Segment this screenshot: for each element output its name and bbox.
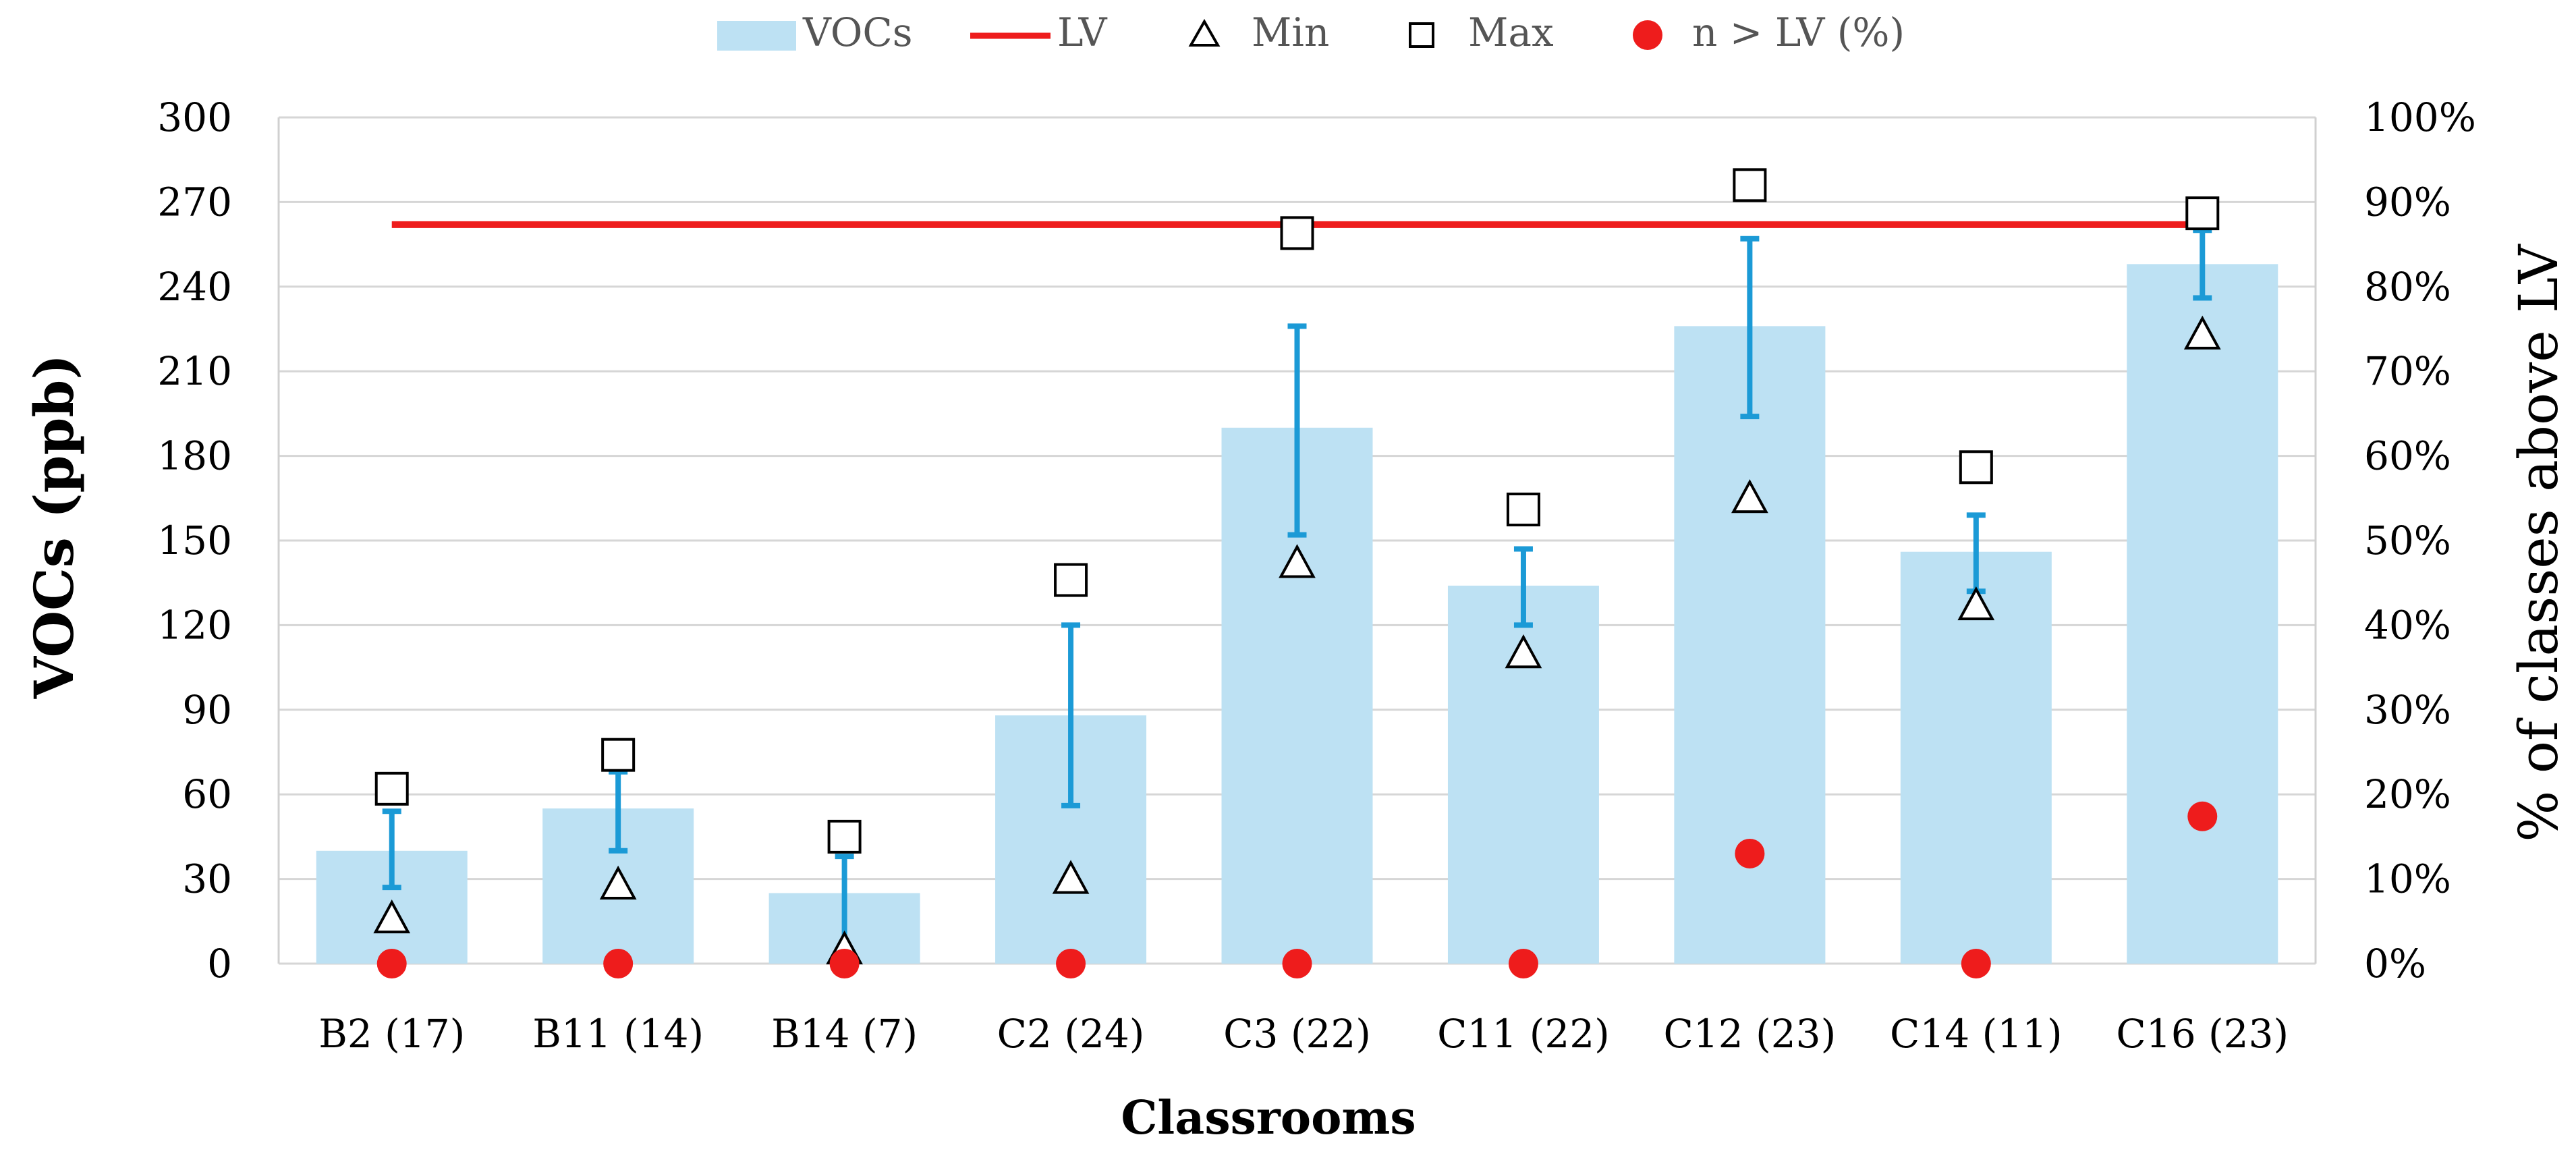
- y2-tick-label: 60%: [2364, 433, 2451, 479]
- y2-tick-label: 20%: [2364, 771, 2451, 817]
- y-axis-title: VOCs (ppb): [22, 354, 86, 699]
- min-marker: [599, 865, 637, 900]
- y-axis-left-ticks: 0 30 60 90 120 150 180 210 240 270 300: [157, 94, 232, 987]
- error-bars: [382, 227, 2212, 958]
- max-marker: [1280, 216, 1314, 250]
- legend-max-label: Max: [1468, 9, 1554, 55]
- min-marker: [1279, 544, 1316, 578]
- x-axis-title: Classrooms: [1121, 1091, 1416, 1145]
- max-marker: [601, 738, 636, 772]
- y2-tick-label: 100%: [2364, 94, 2476, 140]
- y2-tick-label: 50%: [2364, 518, 2451, 563]
- y2-tick-label: 40%: [2364, 602, 2451, 648]
- max-marker: [827, 819, 862, 854]
- y2-tick-label: 80%: [2364, 264, 2451, 310]
- n-above-lv-marker: [1056, 949, 1086, 978]
- legend-max-marker: [1409, 22, 1434, 48]
- min-marker: [1731, 479, 1768, 514]
- x-tick-label: C16 (23): [2116, 1011, 2289, 1057]
- y-tick-label: 270: [157, 179, 232, 225]
- min-marker: [2183, 315, 2221, 350]
- x-tick-label: C2 (24): [997, 1011, 1145, 1057]
- y2-tick-label: 70%: [2364, 348, 2451, 394]
- n-above-lv-marker: [1735, 838, 1765, 868]
- legend-vocs-label: VOCs: [802, 9, 913, 55]
- n-above-lv-marker: [603, 949, 634, 978]
- min-marker: [373, 899, 411, 934]
- y-tick-label: 180: [157, 433, 232, 479]
- max-marker: [374, 771, 409, 806]
- n-above-lv-marker: [829, 949, 860, 978]
- y2-tick-label: 90%: [2364, 179, 2451, 225]
- legend-nlv-label: n > LV (%): [1692, 9, 1905, 55]
- bar: [2127, 264, 2278, 964]
- n-above-lv-marker: [1282, 949, 1312, 978]
- legend-nlv-marker: [1633, 20, 1662, 50]
- max-marker: [2185, 196, 2220, 231]
- n-above-lv-marker: [376, 949, 407, 978]
- x-tick-label: C3 (22): [1223, 1011, 1371, 1057]
- x-tick-label: B14 (7): [771, 1011, 918, 1057]
- max-marker: [1959, 450, 1993, 485]
- x-tick-label: C11 (22): [1437, 1011, 1610, 1057]
- x-tick-label: C14 (11): [1890, 1011, 2063, 1057]
- max-marker: [1506, 493, 1540, 527]
- y-tick-label: 120: [157, 602, 232, 648]
- max-marker: [1733, 168, 1767, 202]
- y2-tick-label: 30%: [2364, 687, 2451, 733]
- x-tick-label: B11 (14): [532, 1011, 704, 1057]
- legend-lv-label: LV: [1057, 9, 1108, 55]
- y-tick-label: 210: [157, 348, 232, 394]
- n-above-lv-marker: [1508, 949, 1538, 978]
- y-tick-label: 150: [157, 518, 232, 563]
- y-tick-label: 60: [182, 771, 232, 817]
- y2-tick-label: 10%: [2364, 856, 2451, 902]
- min-marker: [1957, 586, 1995, 621]
- max-marker: [1054, 563, 1088, 597]
- legend-vocs-swatch: [717, 21, 796, 51]
- bar: [1900, 551, 2052, 964]
- y-tick-label: 30: [182, 856, 232, 902]
- x-axis-ticks: B2 (17) B11 (14) B14 (7) C2 (24) C3 (22) C11 …: [318, 1011, 2289, 1057]
- legend: VOCs LV Min Max n > LV (%): [717, 9, 1905, 55]
- y-tick-label: 0: [207, 941, 232, 987]
- x-tick-label: B2 (17): [318, 1011, 465, 1057]
- y2-axis-title: % of classes above LV: [2507, 244, 2570, 841]
- y-tick-label: 90: [182, 687, 232, 733]
- x-tick-label: C12 (23): [1664, 1011, 1837, 1057]
- n-above-lv-marker: [2187, 801, 2218, 831]
- min-marker: [1505, 634, 1542, 669]
- y-axis-right-ticks: 0% 10% 20% 30% 40% 50% 60% 70% 80% 90% 100%: [2364, 94, 2476, 987]
- y-tick-label: 240: [157, 264, 232, 310]
- legend-min-label: Min: [1252, 9, 1329, 55]
- n-above-lv-marker: [1961, 949, 1991, 978]
- markers: [373, 168, 2221, 978]
- min-marker: [1052, 860, 1090, 894]
- y2-tick-label: 0%: [2364, 941, 2426, 987]
- y-tick-label: 300: [157, 94, 232, 140]
- legend-min-marker: [1188, 18, 1221, 47]
